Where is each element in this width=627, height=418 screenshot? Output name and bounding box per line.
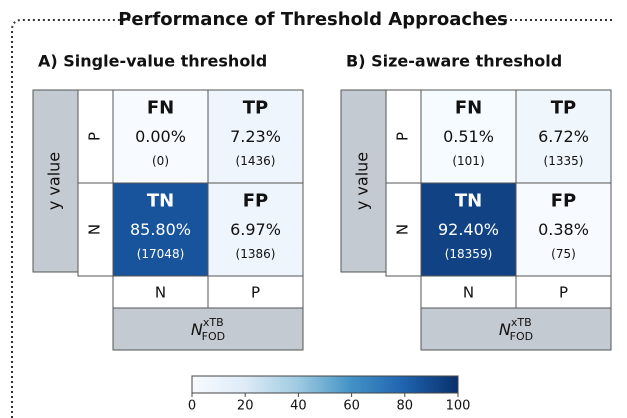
col-label-box (515, 275, 612, 309)
cell-name: TP (551, 98, 576, 119)
ylabel-box (340, 89, 387, 273)
x-tick-label: P (559, 284, 568, 302)
colorbar-tick-label: 20 (237, 399, 254, 414)
panel-title: B) Size-aware threshold (346, 52, 562, 71)
col-label-box (112, 275, 209, 309)
row-label-box (385, 182, 422, 277)
col-label-box (207, 275, 304, 309)
x-tick-label: N (155, 284, 166, 302)
x-axis-label-base: N (499, 320, 511, 339)
x-axis-label: NxTB FOD (191, 316, 225, 343)
count-label: (75) (551, 247, 576, 261)
cell-name: TP (243, 98, 268, 119)
x-axis-label-base: N (191, 320, 203, 339)
y-tick-label: N (86, 224, 104, 235)
count-label: (17048) (137, 247, 185, 261)
y-tick-label: P (86, 132, 104, 141)
x-tick-label: N (463, 284, 474, 302)
xlabel-box (420, 307, 612, 351)
xlabel-box (112, 307, 304, 351)
colorbar (191, 375, 459, 394)
y-axis-label: y value (45, 152, 64, 210)
col-label-box (420, 275, 517, 309)
row-label-box (77, 89, 114, 184)
colorbar-tick-label: 80 (397, 399, 414, 414)
x-axis-label: NxTB FOD (499, 316, 533, 343)
y-tick-label: P (394, 132, 412, 141)
value-label: 92.40% (438, 220, 499, 239)
cell-name: FP (243, 191, 269, 212)
count-label: (0) (152, 154, 169, 168)
cell (515, 89, 612, 184)
value-label: 0.00% (135, 127, 186, 146)
count-label: (18359) (445, 247, 493, 261)
colorbar-tick-label: 0 (188, 399, 196, 414)
x-axis-label-sup: xTB (203, 316, 224, 329)
cell-name: FN (455, 98, 482, 119)
colorbar-tick-label: 40 (290, 399, 307, 414)
figure-title: Performance of Threshold Approaches (118, 9, 508, 30)
value-label: 6.72% (538, 127, 589, 146)
value-label: 6.97% (230, 220, 281, 239)
value-label: 0.51% (443, 127, 494, 146)
x-tick-label: P (251, 284, 260, 302)
count-label: (1335) (544, 154, 584, 168)
cell (420, 89, 517, 184)
cell-name: FP (551, 191, 577, 212)
x-axis-label-sup: xTB (511, 316, 532, 329)
cell-name: TN (147, 191, 174, 212)
x-axis-label-sub: FOD (510, 330, 533, 343)
colorbar-tick-label: 100 (446, 399, 471, 414)
y-tick-label: N (394, 224, 412, 235)
frame-dots (11, 19, 612, 418)
colorbar-tick-label: 60 (343, 399, 360, 414)
value-label: 7.23% (230, 127, 281, 146)
x-axis-label-sub: FOD (202, 330, 225, 343)
cell-name: FN (147, 98, 174, 119)
value-label: 85.80% (130, 220, 191, 239)
count-label: (1386) (236, 247, 276, 261)
count-label: (101) (452, 154, 484, 168)
panel-title: A) Single-value threshold (38, 52, 267, 71)
count-label: (1436) (236, 154, 276, 168)
ylabel-box (32, 89, 79, 273)
y-axis-label: y value (353, 152, 372, 210)
cell-name: TN (455, 191, 482, 212)
value-label: 0.38% (538, 220, 589, 239)
